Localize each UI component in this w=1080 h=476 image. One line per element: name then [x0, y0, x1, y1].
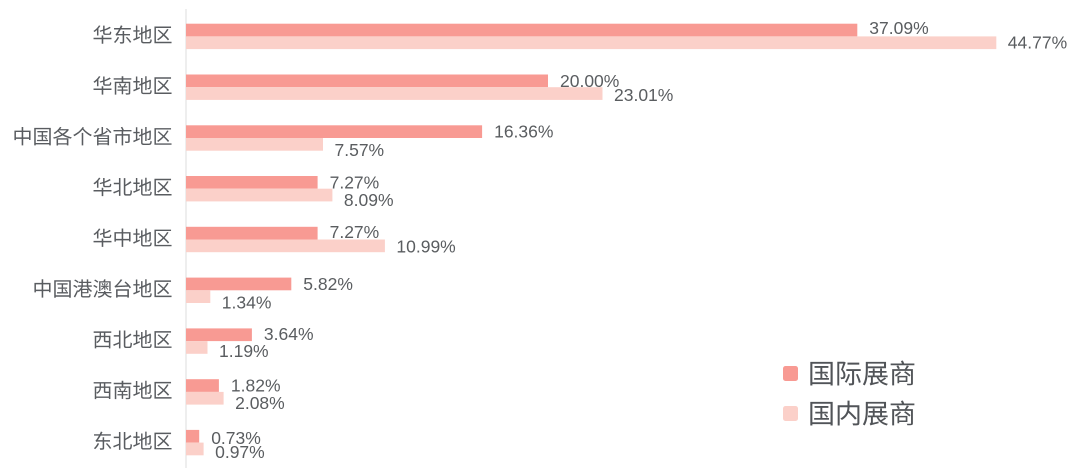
svg-text:37.09%: 37.09%: [869, 18, 928, 38]
svg-text:1.82%: 1.82%: [231, 375, 281, 395]
svg-text:0.97%: 0.97%: [215, 442, 265, 462]
svg-text:5.82%: 5.82%: [303, 274, 353, 294]
svg-text:1.34%: 1.34%: [222, 292, 272, 312]
svg-text:7.27%: 7.27%: [330, 172, 380, 192]
svg-text:20.00%: 20.00%: [560, 71, 619, 91]
svg-text:8.09%: 8.09%: [344, 190, 394, 210]
svg-text:7.27%: 7.27%: [330, 222, 380, 242]
svg-text:23.01%: 23.01%: [614, 85, 673, 105]
svg-text:16.36%: 16.36%: [494, 122, 553, 142]
svg-text:3.64%: 3.64%: [264, 324, 314, 344]
svg-text:7.57%: 7.57%: [335, 140, 385, 160]
svg-text:1.19%: 1.19%: [219, 341, 269, 361]
svg-text:2.08%: 2.08%: [235, 393, 285, 413]
svg-text:0.73%: 0.73%: [211, 428, 261, 448]
svg-text:10.99%: 10.99%: [396, 236, 455, 256]
svg-text:44.77%: 44.77%: [1008, 33, 1067, 53]
